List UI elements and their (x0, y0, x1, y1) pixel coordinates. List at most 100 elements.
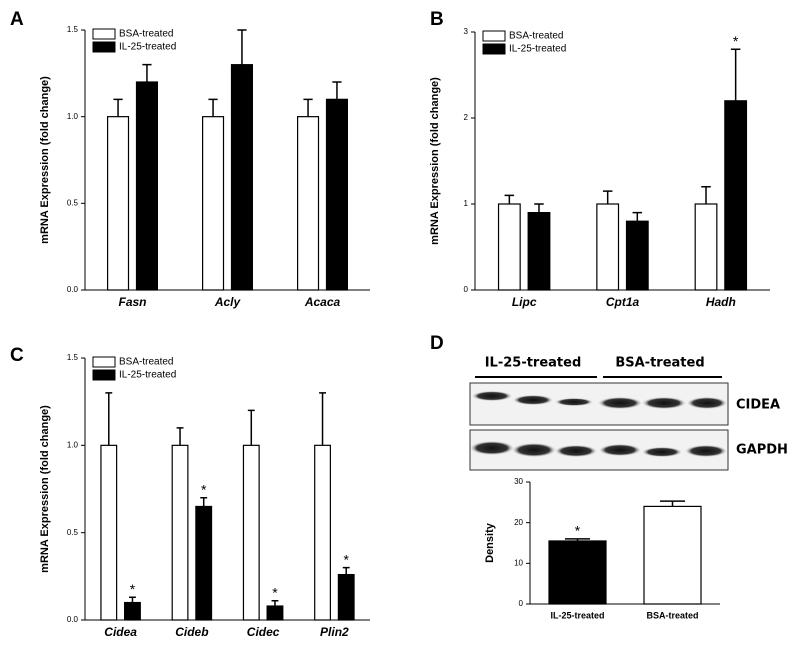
error-bar (303, 98, 313, 117)
error-bar (105, 392, 113, 446)
x-tick-label: Cideb (175, 625, 208, 639)
band (599, 444, 641, 456)
legend-swatch (92, 41, 116, 53)
y-axis-label: mRNA Expression (fold change) (429, 77, 441, 245)
panel-label: C (10, 345, 24, 366)
y-tick-label: 1.5 (67, 353, 79, 362)
y-tick-label: 0.5 (67, 528, 79, 537)
band (513, 395, 553, 405)
y-tick-label: 1.0 (67, 440, 79, 449)
legend-swatch (92, 369, 116, 381)
y-tick-label: 3 (464, 27, 469, 36)
bar (548, 540, 607, 605)
significance: * (343, 551, 349, 567)
bar (202, 116, 225, 291)
x-tick-label: IL-25-treated (550, 610, 604, 620)
legend-label: BSA-treated (119, 29, 173, 40)
blot-group-label: IL-25-treated (485, 356, 582, 371)
error-bar (113, 98, 123, 117)
bar (314, 444, 331, 621)
bar (337, 573, 355, 621)
y-tick-label: 0 (519, 599, 524, 608)
band (555, 445, 597, 457)
error-bar (332, 81, 342, 100)
legend-swatch (92, 28, 116, 40)
panel-label: D (430, 333, 444, 354)
band (642, 447, 682, 457)
legend-label: IL-25-treated (119, 370, 176, 381)
bar (497, 203, 521, 291)
error-bar (237, 29, 247, 65)
legend-swatch (482, 43, 506, 55)
error-bar (602, 190, 613, 204)
band (472, 391, 512, 401)
x-tick-label: BSA-treated (646, 610, 698, 620)
bar (643, 505, 702, 605)
legend-label: IL-25-treated (509, 44, 566, 55)
significance: * (575, 523, 581, 539)
legend-label: IL-25-treated (119, 42, 176, 53)
y-tick-label: 0.0 (67, 285, 79, 294)
error-bar (659, 500, 686, 507)
error-bar (129, 596, 136, 603)
error-bar (176, 427, 184, 446)
legend-swatch (92, 356, 116, 368)
legend-label: BSA-treated (119, 357, 173, 368)
western-blot: IL-25-treated BSA-treated CIDEA GAPDH (469, 356, 788, 471)
bar (596, 203, 620, 291)
x-tick-label: Hadh (706, 295, 736, 309)
y-tick-label: 0.0 (67, 615, 79, 624)
x-tick-label: Cpt1a (606, 295, 640, 309)
bar (724, 100, 748, 291)
x-tick-label: Cidec (247, 625, 280, 639)
y-tick-label: 20 (514, 518, 523, 527)
y-tick-label: 10 (514, 558, 523, 567)
y-tick-label: 1.5 (67, 25, 79, 34)
panel-label: A (10, 9, 24, 30)
error-bar (142, 63, 152, 82)
bar (297, 116, 320, 291)
y-axis-label: mRNA Expression (fold change) (39, 76, 51, 244)
bar (625, 220, 649, 291)
bar (106, 116, 130, 291)
band (555, 398, 593, 406)
band (687, 397, 727, 409)
x-tick-label: Acaca (304, 295, 341, 309)
bar (195, 505, 213, 621)
error-bar (701, 186, 711, 204)
error-bar (534, 203, 544, 213)
protein-label: CIDEA (736, 398, 780, 413)
bar (694, 203, 718, 291)
significance: * (272, 584, 278, 600)
bar (325, 98, 348, 291)
band (598, 397, 642, 409)
error-bar (208, 98, 218, 117)
x-tick-label: Lipc (512, 295, 537, 309)
significance: * (733, 33, 739, 49)
bar (124, 601, 141, 621)
x-tick-label: Plin2 (320, 625, 349, 639)
error-bar (342, 566, 350, 575)
y-tick-label: 0 (464, 285, 469, 294)
bar (266, 605, 284, 621)
panel-label: B (430, 9, 444, 30)
bar (230, 64, 253, 291)
error-bar (271, 600, 279, 607)
blot-group-label: BSA-treated (615, 356, 704, 371)
y-axis-label: mRNA Expression (fold change) (39, 405, 51, 573)
y-tick-label: 1.0 (67, 112, 79, 121)
x-tick-label: Fasn (118, 295, 146, 309)
error-bar (319, 392, 326, 446)
y-tick-label: 1 (464, 199, 469, 208)
significance: * (201, 481, 207, 497)
y-tick-label: 30 (514, 477, 523, 486)
bar (171, 444, 189, 621)
y-tick-label: 2 (464, 113, 469, 122)
band (512, 443, 556, 457)
bar (135, 81, 158, 291)
x-tick-label: Acly (214, 295, 242, 309)
legend-swatch (482, 30, 506, 42)
band (642, 397, 686, 409)
error-bar (200, 496, 208, 507)
